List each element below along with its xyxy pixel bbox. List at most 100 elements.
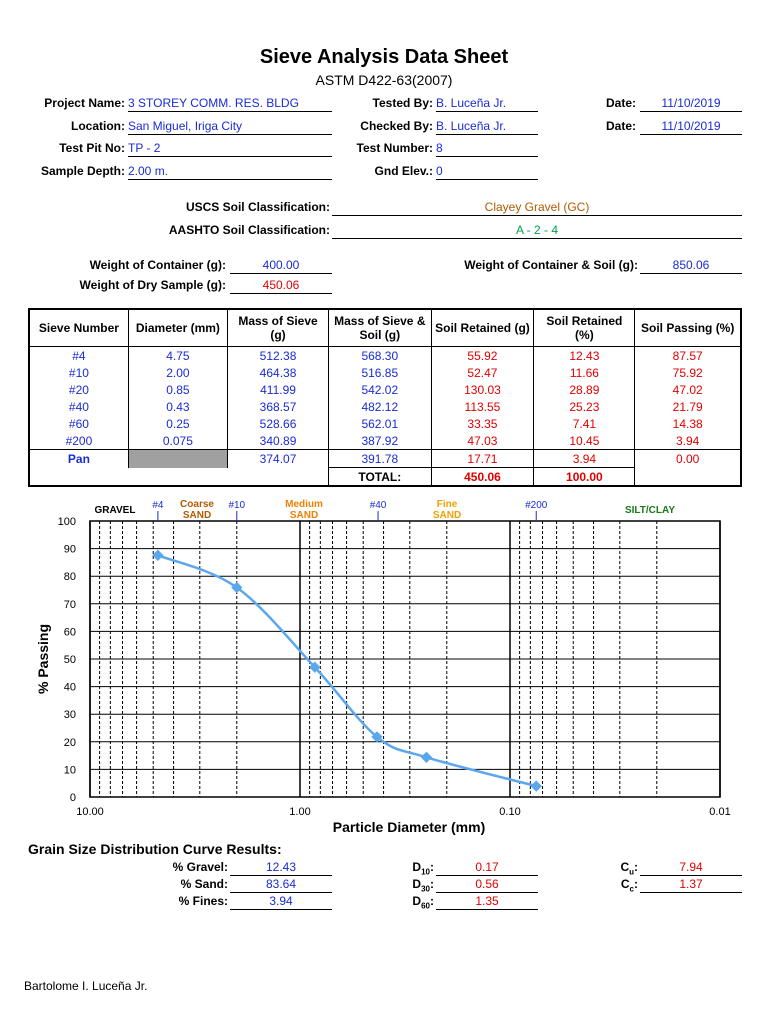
table-cell: 28.89 xyxy=(533,381,636,398)
table-cell: #10 xyxy=(28,364,129,381)
table-cell: 10.45 xyxy=(533,432,636,450)
sieve-marker-label: #10 xyxy=(228,500,245,511)
col-header: Soil Passing (%) xyxy=(634,308,742,347)
test-number-label: Test Number: xyxy=(356,141,433,155)
aashto-label: AASHTO Soil Classification: xyxy=(168,223,330,237)
d60-value: 1.35 xyxy=(436,894,538,910)
tested-by-label: Tested By: xyxy=(372,96,433,110)
cc-value: 1.37 xyxy=(640,877,742,893)
x-tick-label: 10.00 xyxy=(76,806,104,818)
zone-label: SAND xyxy=(183,510,211,521)
zone-label: SAND xyxy=(290,510,318,521)
total-retained-pct: 100.00 xyxy=(533,467,636,487)
y-tick-label: 10 xyxy=(64,764,76,776)
cu-value: 7.94 xyxy=(640,860,742,876)
location-value: San Miguel, Iriga City xyxy=(128,119,332,135)
sample-depth-value: 2.00 m. xyxy=(128,164,332,180)
table-cell: 568.30 xyxy=(328,346,432,364)
fines-label: % Fines: xyxy=(178,894,228,908)
table-cell: 391.78 xyxy=(328,449,432,468)
table-cell: #4 xyxy=(28,346,129,364)
d30-label: D30: xyxy=(412,877,434,894)
x-tick-label: 0.01 xyxy=(709,806,730,818)
table-cell: 562.01 xyxy=(328,415,432,432)
table-cell: 87.57 xyxy=(634,346,742,364)
gravel-label: % Gravel: xyxy=(172,860,228,874)
table-cell: 47.03 xyxy=(430,432,535,450)
container-weight-value: 400.00 xyxy=(230,258,332,274)
table-cell xyxy=(127,449,228,468)
table-cell: 14.38 xyxy=(634,415,742,432)
y-tick-label: 50 xyxy=(64,654,76,666)
table-row: #20 0.85 411.99 542.02 130.03 28.89 47.02 xyxy=(28,381,742,398)
table-row: #10 2.00 464.38 516.85 52.47 11.66 75.92 xyxy=(28,364,742,381)
container-soil-label: Weight of Container & Soil (g): xyxy=(464,258,638,272)
zone-label: Coarse xyxy=(180,499,214,510)
table-cell: 17.71 xyxy=(430,449,535,468)
gravel-value: 12.43 xyxy=(230,860,332,876)
table-cell: 113.55 xyxy=(430,398,535,415)
y-tick-label: 60 xyxy=(64,626,76,638)
table-cell: #20 xyxy=(28,381,129,398)
zone-label: GRAVEL xyxy=(95,505,136,516)
table-cell: 387.92 xyxy=(328,432,432,450)
y-tick-label: 20 xyxy=(64,737,76,749)
test-pit-value: TP - 2 xyxy=(128,141,332,157)
y-tick-label: 40 xyxy=(64,682,76,694)
col-header: Mass of Sieve & Soil (g) xyxy=(328,308,432,347)
x-axis-label: Particle Diameter (mm) xyxy=(333,819,486,835)
table-cell: 0.075 xyxy=(127,432,228,450)
table-cell: 4.75 xyxy=(127,346,228,364)
y-axis-label: % Passing xyxy=(35,624,51,694)
data-point xyxy=(530,780,542,792)
d30-value: 0.56 xyxy=(436,877,538,893)
table-cell: 528.66 xyxy=(226,415,330,432)
date1-value: 11/10/2019 xyxy=(640,96,742,112)
y-tick-label: 30 xyxy=(64,709,76,721)
x-tick-label: 0.10 xyxy=(499,806,520,818)
test-pit-label: Test Pit No: xyxy=(59,141,125,155)
table-cell: 47.02 xyxy=(634,381,742,398)
table-cell: #60 xyxy=(28,415,129,432)
dry-sample-value: 450.06 xyxy=(230,278,332,294)
aashto-value: A - 2 - 4 xyxy=(332,223,742,239)
sand-label: % Sand: xyxy=(180,877,228,891)
table-cell: 0.43 xyxy=(127,398,228,415)
table-cell: 411.99 xyxy=(226,381,330,398)
col-header: Diameter (mm) xyxy=(127,308,228,347)
data-point xyxy=(420,751,433,763)
table-cell: 0.25 xyxy=(127,415,228,432)
sand-value: 83.64 xyxy=(230,877,332,893)
table-cell: 33.35 xyxy=(430,415,535,432)
footer-author: Bartolome I. Luceña Jr. xyxy=(24,979,148,993)
table-cell: 464.38 xyxy=(226,364,330,381)
sieve-marker-label: #4 xyxy=(152,500,164,511)
y-tick-label: 0 xyxy=(70,792,76,804)
total-label: TOTAL: xyxy=(328,467,432,487)
table-cell: 130.03 xyxy=(430,381,535,398)
cc-label: Cc: xyxy=(620,877,638,894)
gnd-elev-value: 0 xyxy=(436,164,538,180)
table-cell: 11.66 xyxy=(533,364,636,381)
checked-by-label: Checked By: xyxy=(360,119,433,133)
table-cell: 2.00 xyxy=(127,364,228,381)
sieve-marker-label: #40 xyxy=(370,500,387,511)
zone-label: Fine xyxy=(437,499,458,510)
table-row-total: TOTAL: 450.06 100.00 xyxy=(29,467,741,487)
d60-label: D60: xyxy=(412,894,434,911)
cu-label: Cu: xyxy=(620,860,638,877)
container-weight-label: Weight of Container (g): xyxy=(89,258,226,272)
table-row: #60 0.25 528.66 562.01 33.35 7.41 14.38 xyxy=(28,415,742,432)
gradation-chart: 0 10 20 30 40 50 60 70 80 90 100 10.00 1.00 0.10 0.01 P… xyxy=(35,499,731,835)
table-cell: 512.38 xyxy=(226,346,330,364)
results-title: Grain Size Distribution Curve Results: xyxy=(28,841,282,857)
tested-by-value: B. Luceña Jr. xyxy=(436,96,538,112)
table-cell: 21.79 xyxy=(634,398,742,415)
zone-label: Medium xyxy=(285,499,323,510)
gnd-elev-label: Gnd Elev.: xyxy=(374,164,433,178)
col-header: Mass of Sieve (g) xyxy=(226,308,330,347)
table-cell: 25.23 xyxy=(533,398,636,415)
sieve-table: Sieve Number Diameter (mm) Mass of Sieve… xyxy=(28,308,742,487)
plot-border xyxy=(89,520,721,798)
table-cell: 368.57 xyxy=(226,398,330,415)
